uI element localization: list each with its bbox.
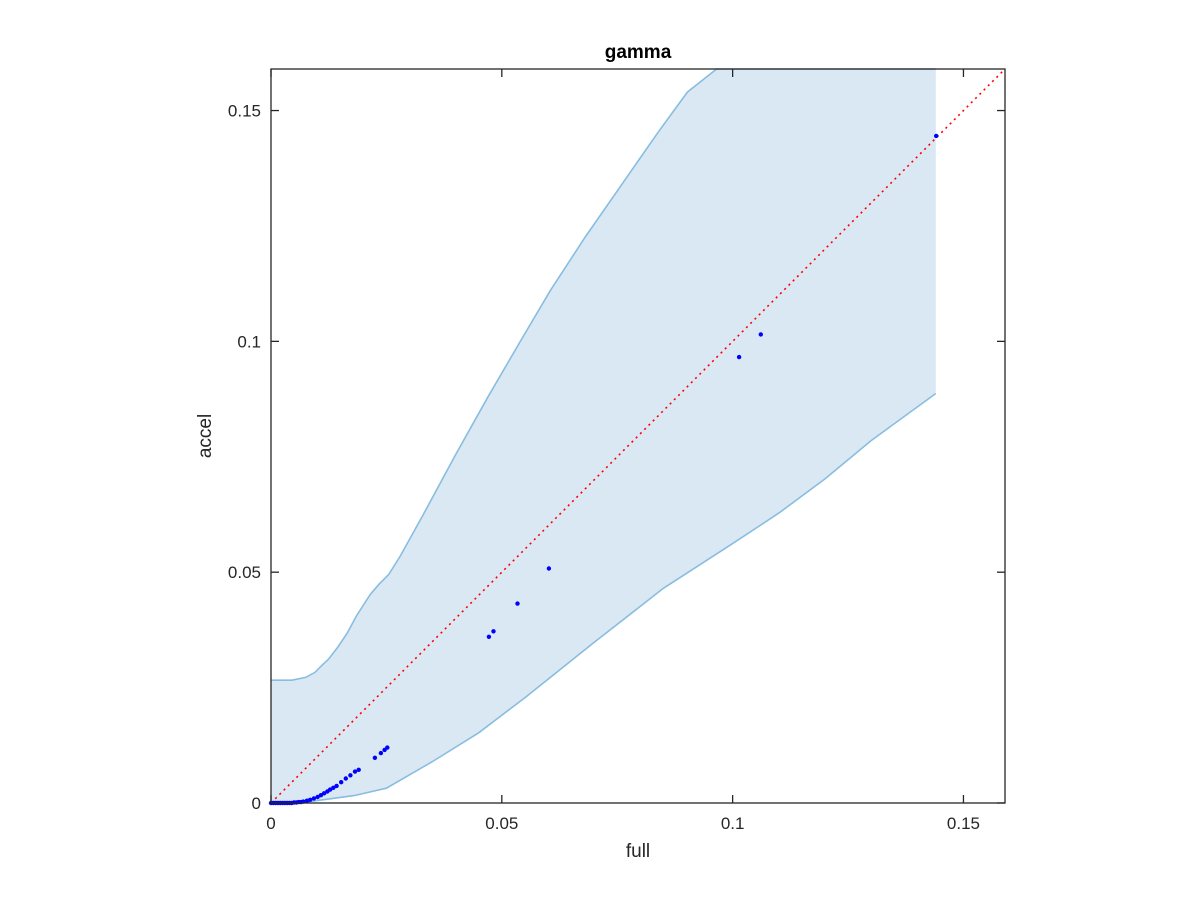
data-point [491, 629, 496, 634]
x-axis-label: full [626, 841, 650, 862]
data-point [321, 791, 327, 796]
data-point [486, 634, 492, 639]
data-point [515, 601, 520, 606]
band-upper-edge [271, 68, 936, 681]
data-point [352, 769, 358, 774]
data-point [736, 354, 742, 360]
data-point [327, 787, 333, 792]
y-axis-label: accel [195, 414, 216, 458]
data-point [348, 773, 353, 778]
data-point [372, 755, 378, 760]
reference-line-layer [270, 68, 1006, 804]
y-tick-label: 0 [252, 794, 261, 813]
data-point [318, 793, 324, 798]
x-tick-label: 0 [266, 814, 275, 833]
data-point [385, 745, 390, 750]
data-point [758, 332, 763, 337]
x-tick-label: 0.1 [721, 814, 745, 833]
data-point [311, 796, 317, 801]
band-lower-edge [271, 392, 937, 804]
y-tick-label: 0.05 [228, 563, 261, 582]
plot-frame [270, 68, 1006, 804]
data-points [268, 133, 939, 806]
y-tick-label: 0.15 [228, 102, 261, 121]
y-tick-label: 0.1 [237, 332, 261, 351]
chart-title: gamma [605, 42, 672, 63]
data-point [343, 776, 348, 781]
data-point [331, 785, 336, 790]
data-point [308, 797, 313, 802]
data-point [334, 783, 339, 789]
confidence-band [271, 68, 937, 804]
data-point [934, 133, 939, 139]
data-point [315, 794, 320, 800]
data-point [356, 767, 361, 772]
axes: 0 0.05 0.1 0.15 0 0.05 0.1 0.15 [228, 68, 1006, 833]
reference-line [270, 68, 1006, 804]
x-tick-label: 0.05 [485, 814, 518, 833]
x-tick-label: 0.15 [947, 814, 980, 833]
data-point [546, 566, 552, 571]
data-point [378, 750, 384, 756]
band-area [271, 69, 936, 803]
data-point [339, 780, 344, 785]
